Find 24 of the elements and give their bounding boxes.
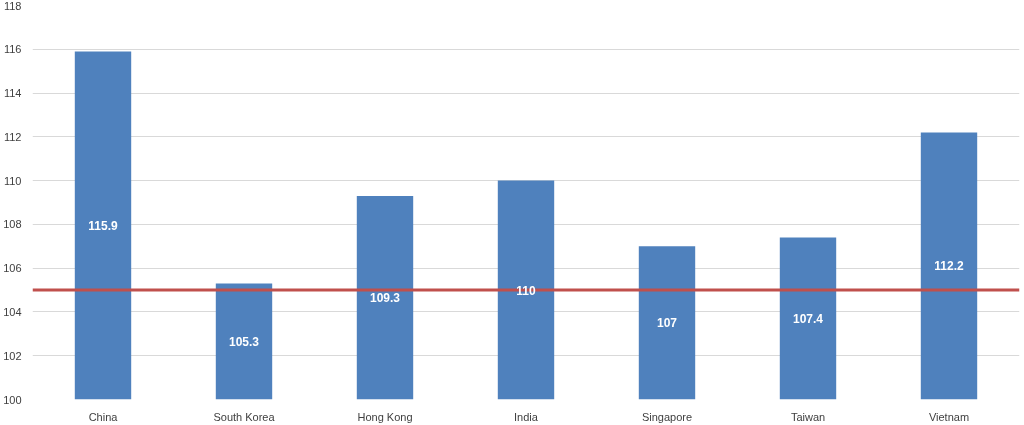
data-label: 105.3 [228,334,260,349]
data-label: 107.4 [792,312,824,327]
y-tick-label: 116 [3,43,22,56]
y-tick-label: 118 [3,0,22,12]
x-tick-label: Taiwan [790,410,826,423]
x-tick-label: India [514,410,539,423]
y-tick-label: 110 [3,174,22,187]
y-tick-label: 106 [3,262,22,275]
data-label: 115.9 [88,218,119,233]
x-tick-label: Singapore [641,410,693,423]
x-tick-label: China [88,410,119,423]
data-label: 109.3 [369,291,401,306]
y-tick-label: 114 [3,87,22,100]
x-tick-label: Hong Kong [357,410,413,423]
x-tick-label: South Korea [213,410,276,423]
y-tick-label: 102 [3,349,22,362]
x-tick-label: Vietnam [928,410,970,423]
y-tick-label: 104 [3,305,22,318]
data-label: 107 [656,316,678,331]
y-tick-label: 112 [3,130,22,143]
data-label: 112.2 [934,259,965,274]
data-label: 110 [516,283,537,298]
y-tick-label: 100 [3,393,22,406]
y-tick-label: 108 [3,218,22,231]
